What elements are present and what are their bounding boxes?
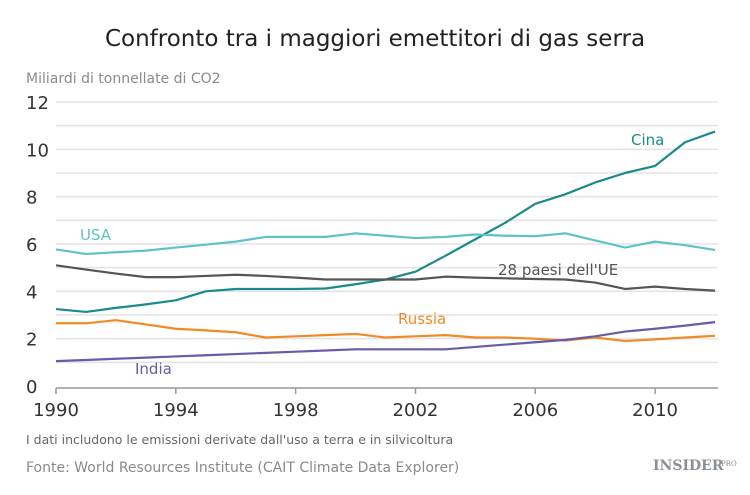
chart-source: Fonte: World Resources Institute (CAIT C…	[26, 460, 459, 476]
label-russia: Russia	[398, 310, 446, 328]
label-eu: 28 paesi dell'UE	[498, 261, 618, 279]
label-cina: Cina	[631, 131, 664, 149]
y-tick-label: 0	[26, 377, 37, 398]
x-tick-label: 2002	[393, 400, 439, 421]
y-tick-label: 4	[26, 282, 37, 303]
label-india: India	[135, 360, 172, 378]
y-tick-label: 2	[26, 330, 37, 351]
chart-note: I dati includono le emissioni derivate d…	[26, 432, 453, 447]
x-tick-label: 1990	[33, 400, 79, 421]
series-line-cina	[55, 130, 716, 314]
series-line-usa	[55, 232, 716, 256]
y-tick-label: 8	[26, 188, 37, 209]
y-tick-label: 6	[26, 235, 37, 256]
x-tick-label: 2010	[632, 400, 678, 421]
y-tick-label: 12	[26, 93, 49, 114]
logo-pro: PRO	[721, 460, 737, 468]
gridlines	[56, 101, 718, 389]
series-lines	[55, 130, 716, 363]
label-usa: USA	[80, 226, 112, 244]
y-tick-label: 10	[26, 140, 49, 161]
x-tick-label: 1994	[153, 400, 199, 421]
insider-pro-logo: INSIDER	[653, 458, 724, 474]
x-tick-label: 1998	[273, 400, 319, 421]
chart-title: Confronto tra i maggiori emettitori di g…	[105, 26, 645, 52]
x-ticks: 1990 1994 1998 2002 2006 2010	[33, 388, 678, 421]
series-line-russia	[56, 319, 716, 343]
series-line-28-paesi-dell-ue	[55, 264, 716, 292]
y-ticks: 0 2 4 6 8 10 12	[26, 93, 49, 398]
y-axis-label: Miliardi di tonnellate di CO2	[26, 71, 221, 87]
x-tick-label: 2006	[512, 400, 558, 421]
series-line-india	[55, 321, 716, 363]
